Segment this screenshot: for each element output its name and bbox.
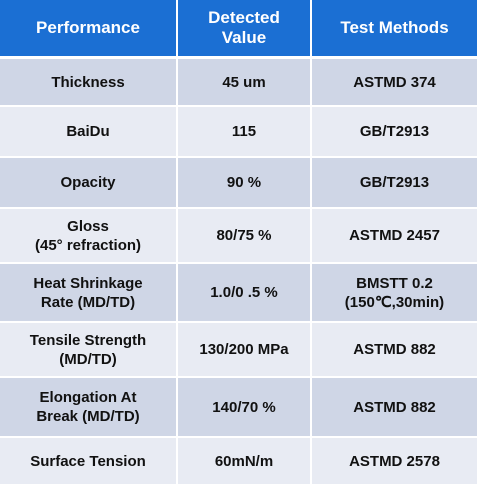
cell-method: ASTMD 882: [312, 378, 477, 438]
cell-performance: Gloss (45° refraction): [0, 209, 178, 264]
cell-performance: Opacity: [0, 158, 178, 209]
cell-value: 1.0/0 .5 %: [178, 264, 312, 323]
cell-value: 80/75 %: [178, 209, 312, 264]
cell-value: 140/70 %: [178, 378, 312, 438]
cell-method: GB/T2913: [312, 158, 477, 209]
cell-performance: Elongation At Break (MD/TD): [0, 378, 178, 438]
cell-method: BMSTT 0.2 (150℃,30min): [312, 264, 477, 323]
cell-value: 115: [178, 107, 312, 158]
table-row: Opacity 90 % GB/T2913: [0, 158, 477, 209]
cell-value: 60mN/m: [178, 438, 312, 486]
cell-performance: Thickness: [0, 59, 178, 107]
cell-method: ASTMD 882: [312, 323, 477, 378]
cell-method: ASTMD 2578: [312, 438, 477, 486]
table-row: Gloss (45° refraction) 80/75 % ASTMD 245…: [0, 209, 477, 264]
cell-method: ASTMD 2457: [312, 209, 477, 264]
cell-method: GB/T2913: [312, 107, 477, 158]
table-header-row: Performance Detected Value Test Methods: [0, 0, 477, 59]
table-row: Thickness 45 um ASTMD 374: [0, 59, 477, 107]
cell-value: 130/200 MPa: [178, 323, 312, 378]
table-row: BaiDu 115 GB/T2913: [0, 107, 477, 158]
table-row: Tensile Strength (MD/TD) 130/200 MPa AST…: [0, 323, 477, 378]
cell-performance: BaiDu: [0, 107, 178, 158]
cell-performance: Heat Shrinkage Rate (MD/TD): [0, 264, 178, 323]
header-detected-value: Detected Value: [178, 0, 312, 59]
header-performance: Performance: [0, 0, 178, 59]
cell-value: 90 %: [178, 158, 312, 209]
cell-value: 45 um: [178, 59, 312, 107]
cell-method: ASTMD 374: [312, 59, 477, 107]
cell-performance: Surface Tension: [0, 438, 178, 486]
header-test-methods: Test Methods: [312, 0, 477, 59]
cell-performance: Tensile Strength (MD/TD): [0, 323, 178, 378]
table-row: Surface Tension 60mN/m ASTMD 2578: [0, 438, 477, 486]
table-row: Elongation At Break (MD/TD) 140/70 % AST…: [0, 378, 477, 438]
table-row: Heat Shrinkage Rate (MD/TD) 1.0/0 .5 % B…: [0, 264, 477, 323]
